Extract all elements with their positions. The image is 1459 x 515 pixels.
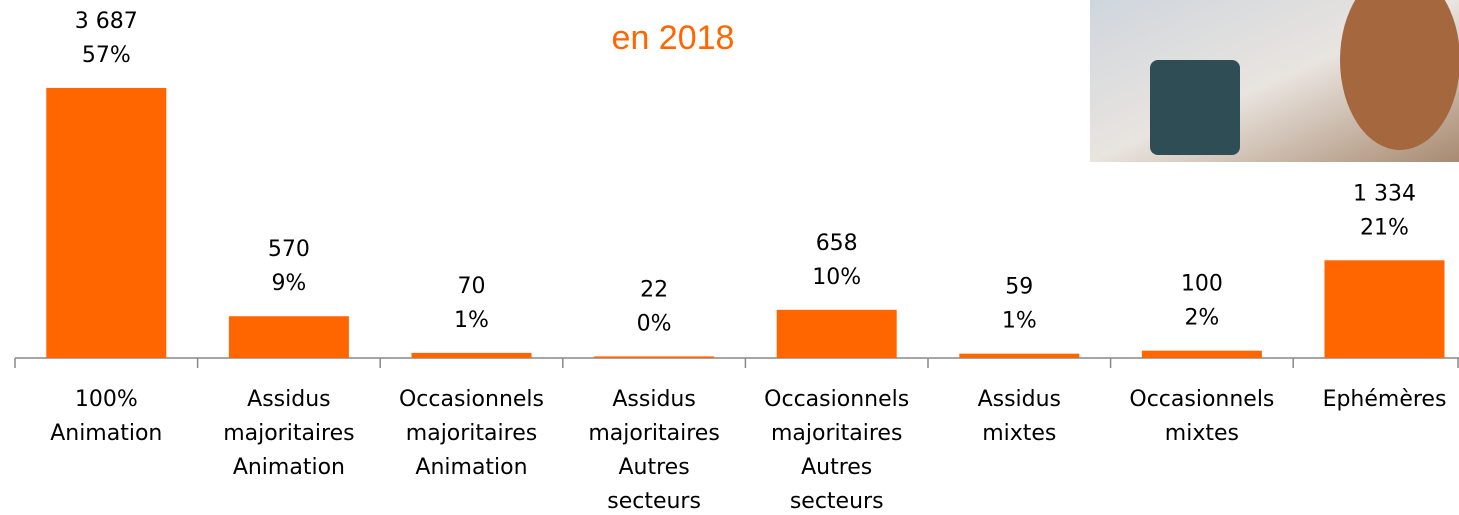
x-tick-label: majoritaires [223,421,354,446]
value-label: 3 687 [75,9,138,34]
bar [46,88,166,358]
value-label: 22 [640,277,668,302]
share-label: 10% [812,265,861,290]
x-tick-label: Animation [415,455,527,480]
share-label: 9% [271,271,306,296]
value-label: 70 [458,274,486,299]
value-label: 658 [816,231,858,256]
chart: en 2018 3 687 57% 100% Animation 570 9% Assidu… [0,0,1459,515]
bar [1142,351,1262,358]
x-tick-label: mixtes [982,421,1056,446]
x-tick-label: Occasionnels [399,387,544,412]
x-tick-label: Ephémères [1323,387,1447,412]
x-tick-label: secteurs [790,489,884,514]
share-label: 0% [637,311,672,336]
share-label: 1% [454,308,489,333]
bar [412,353,532,358]
x-tick-label: Animation [50,421,162,446]
value-label: 1 334 [1353,181,1416,206]
bar [777,310,897,358]
x-tick-label: Assidus [612,387,695,412]
x-tick-label: Assidus [247,387,330,412]
x-tick-label: majoritaires [588,421,719,446]
x-tick-label: secteurs [607,489,701,514]
share-label: 2% [1184,306,1219,331]
x-tick-label: Occasionnels [1129,387,1274,412]
x-tick-label: Autres [619,455,690,480]
photo-mug [1150,60,1240,155]
x-tick-label: Assidus [978,387,1061,412]
value-label: 100 [1181,272,1223,297]
value-label: 570 [268,237,310,262]
x-tick-label: Occasionnels [764,387,909,412]
subtitle: en 2018 [612,19,735,57]
value-label: 59 [1005,275,1033,300]
bar [594,356,714,358]
share-label: 21% [1360,215,1409,240]
x-tick-label: majoritaires [406,421,537,446]
x-tick-label: Autres [801,455,872,480]
bar [229,316,349,358]
x-tick-label: majoritaires [771,421,902,446]
bar [1325,260,1445,358]
bar [959,354,1079,358]
share-label: 57% [82,43,131,68]
x-tick-label: Animation [233,455,345,480]
share-label: 1% [1002,309,1037,334]
x-tick-label: 100% [75,387,138,412]
x-tick-label: mixtes [1165,421,1239,446]
